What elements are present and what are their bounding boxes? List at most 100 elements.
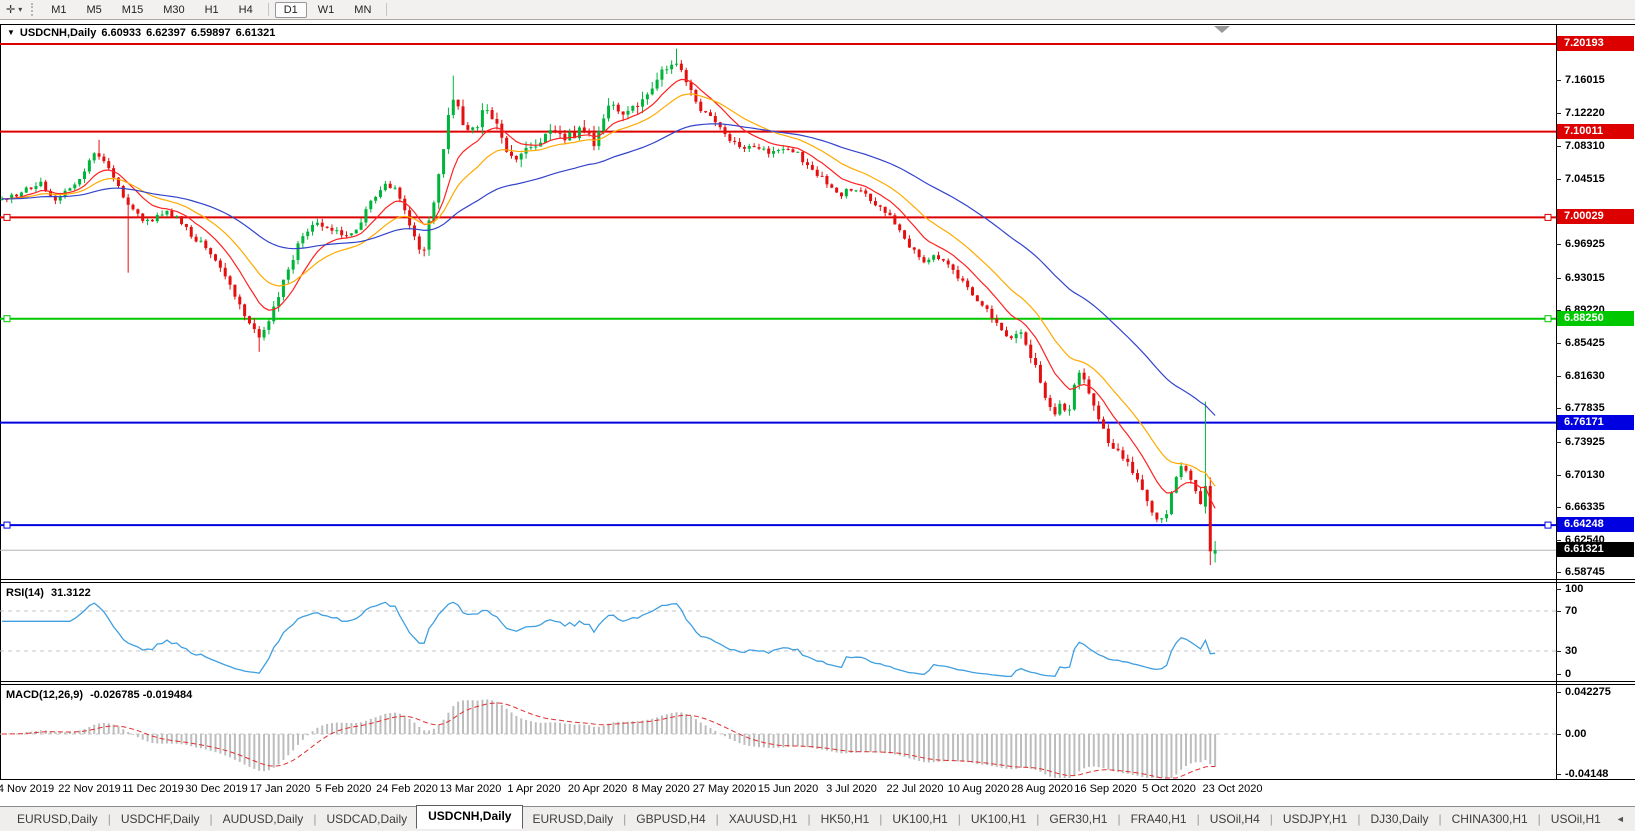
chart-tab-FRA40-H1[interactable]: FRA40,H1 [1130, 812, 1187, 826]
level-handle[interactable] [3, 315, 11, 323]
chart-tab-CHINA300-H1[interactable]: CHINA300,H1 [1451, 812, 1528, 826]
scale-tick-mark [1556, 343, 1561, 344]
scale-tick-mark [1556, 376, 1561, 377]
chart-tab-UK100-H1[interactable]: UK100,H1 [892, 812, 948, 826]
chart-tab-DJ30-Daily[interactable]: DJ30,Daily [1370, 812, 1429, 826]
level-handle[interactable] [3, 521, 11, 529]
chart-tab-USDJPY-H1[interactable]: USDJPY,H1 [1282, 812, 1348, 826]
timeframe-button-H1[interactable]: H1 [204, 3, 219, 16]
tab-separator: | [623, 812, 627, 826]
horizontal-level-lines[interactable] [0, 43, 1556, 527]
tab-separator: | [209, 812, 213, 826]
level-badge-7.20193[interactable]: 7.20193 [1557, 36, 1634, 51]
scale-tick-mark [1556, 540, 1561, 541]
macd-bottom-border [0, 779, 1635, 780]
level-badge-6.88250[interactable]: 6.88250 [1557, 311, 1634, 326]
tab-separator: | [1269, 812, 1273, 826]
level-badge-6.64248[interactable]: 6.64248 [1557, 517, 1634, 532]
level-handle[interactable] [1544, 213, 1552, 221]
price-tick-label: 6.85425 [1565, 337, 1605, 349]
macd-tick-label: 0.00 [1565, 728, 1587, 740]
time-axis-label: 17 Jan 2020 [249, 783, 311, 795]
price-scale[interactable]: 7.16015 7.12220 7.08310 7.04515 6.96925 6.930… [1556, 0, 1635, 800]
scale-tick-mark [1556, 651, 1561, 652]
chart-symbol-label: USDCNH,Daily [19, 27, 97, 39]
pane-separator-1a[interactable] [0, 579, 1635, 580]
timeframe-button-M15[interactable]: M15 [121, 3, 144, 16]
time-axis-label: 11 Dec 2019 [122, 783, 184, 795]
chart-tab-EURUSD-Daily[interactable]: EURUSD,Daily [532, 812, 614, 826]
tab-scroll-left-icon[interactable]: ◄ [1615, 814, 1625, 824]
price-tick-label: 6.93015 [1565, 272, 1605, 284]
chart-tab-AUDUSD-Daily[interactable]: AUDUSD,Daily [222, 812, 304, 826]
time-axis[interactable]: 4 Nov 2019 22 Nov 2019 11 Dec 2019 30 Dec 2… [0, 782, 1556, 798]
time-axis-label: 23 Oct 2020 [1202, 783, 1263, 795]
level-badge-7.00029[interactable]: 7.00029 [1557, 209, 1634, 224]
scale-tick-mark [1556, 179, 1561, 180]
rsi-tick-label: 70 [1565, 605, 1578, 617]
chart-tab-GBPUSD-H4[interactable]: GBPUSD,H4 [636, 812, 706, 826]
tab-scroll-right-icon[interactable]: ► [1631, 812, 1635, 826]
chart-tab-UK100-H1[interactable]: UK100,H1 [970, 812, 1027, 826]
chart-top-border [0, 24, 1635, 25]
scale-tick-mark [1556, 244, 1561, 245]
time-axis-label: 15 Jun 2020 [757, 783, 819, 795]
chart-tab-HK50-H1[interactable]: HK50,H1 [820, 812, 870, 826]
level-badge-7.10011[interactable]: 7.10011 [1557, 124, 1634, 139]
time-axis-label: 24 Feb 2020 [376, 783, 438, 795]
price-scale-border [1556, 24, 1557, 779]
toolbar-separator [386, 3, 388, 16]
time-axis-label: 3 Jul 2020 [826, 783, 877, 795]
pane-separator-2a[interactable] [0, 681, 1635, 682]
chart-tab-USDCNH-Daily[interactable]: USDCNH,Daily [416, 805, 524, 829]
scale-tick-mark [1556, 80, 1561, 81]
rsi-line [2, 601, 1216, 678]
candles [0, 48, 1217, 566]
ohlc-close: 6.61321 [235, 27, 276, 39]
tab-separator: | [107, 812, 111, 826]
main-price-pane[interactable] [0, 24, 1556, 579]
timeframe-button-W1[interactable]: W1 [317, 3, 335, 16]
pane-separator-1b[interactable] [0, 582, 1635, 583]
macd-pane[interactable] [0, 685, 1556, 779]
chart-tab-USOil-H4[interactable]: USOil,H4 [1209, 812, 1260, 826]
tab-separator: | [807, 812, 811, 826]
chart-tab-EURUSD-Daily[interactable]: EURUSD,Daily [17, 812, 98, 826]
timeframe-button-M30[interactable]: M30 [163, 3, 185, 16]
chart-tab-USDCHF-Daily[interactable]: USDCHF,Daily [120, 812, 200, 826]
toolbar-grip [31, 3, 35, 16]
timeframe-button-M1[interactable]: M1 [51, 3, 67, 16]
scale-tick-mark [1556, 734, 1561, 735]
chart-dropdown-icon[interactable]: ▼ [7, 28, 15, 37]
price-tick-label: 6.73925 [1565, 436, 1605, 448]
pointer-tool-icon[interactable]: ✛ [6, 4, 16, 16]
timeframe-button-MN[interactable]: MN [354, 3, 372, 16]
chart-tab-XAUUSD-H1[interactable]: XAUUSD,H1 [728, 812, 798, 826]
time-axis-label: 16 Sep 2020 [1074, 783, 1137, 795]
pane-separator-2b[interactable] [0, 684, 1635, 685]
time-axis-label: 8 May 2020 [632, 783, 690, 795]
rsi-name: RSI(14) [6, 587, 44, 599]
ma-10-line [1, 78, 1216, 509]
level-handle[interactable] [3, 213, 11, 221]
scale-tick-mark [1556, 310, 1561, 311]
time-axis-label: 22 Nov 2019 [58, 783, 121, 795]
timeframe-button-H4[interactable]: H4 [238, 3, 253, 16]
macd-signal-line [2, 702, 1216, 779]
level-handle[interactable] [1544, 315, 1552, 323]
chart-tab-USDCAD-Daily[interactable]: USDCAD,Daily [326, 812, 408, 826]
scale-tick-mark [1556, 507, 1561, 508]
rsi-pane[interactable] [0, 583, 1556, 681]
scroll-to-end-marker[interactable] [1214, 26, 1230, 33]
level-handle[interactable] [1544, 521, 1552, 529]
level-badge-6.76171[interactable]: 6.76171 [1557, 415, 1634, 430]
ohlc-low: 6.59897 [190, 27, 231, 39]
chart-tab-GER30-H1[interactable]: GER30,H1 [1049, 812, 1108, 826]
timeframe-button-M5[interactable]: M5 [86, 3, 102, 16]
toolbar-separator [267, 3, 269, 16]
tab-scroll-arrows: ◄► [1610, 812, 1635, 826]
tab-separator: | [1438, 812, 1442, 826]
chart-tab-USOil-H1[interactable]: USOil,H1 [1550, 812, 1601, 826]
timeframe-button-D1[interactable]: D1 [274, 1, 307, 18]
pointer-tool-dropdown-icon[interactable]: ▾ [18, 5, 23, 14]
